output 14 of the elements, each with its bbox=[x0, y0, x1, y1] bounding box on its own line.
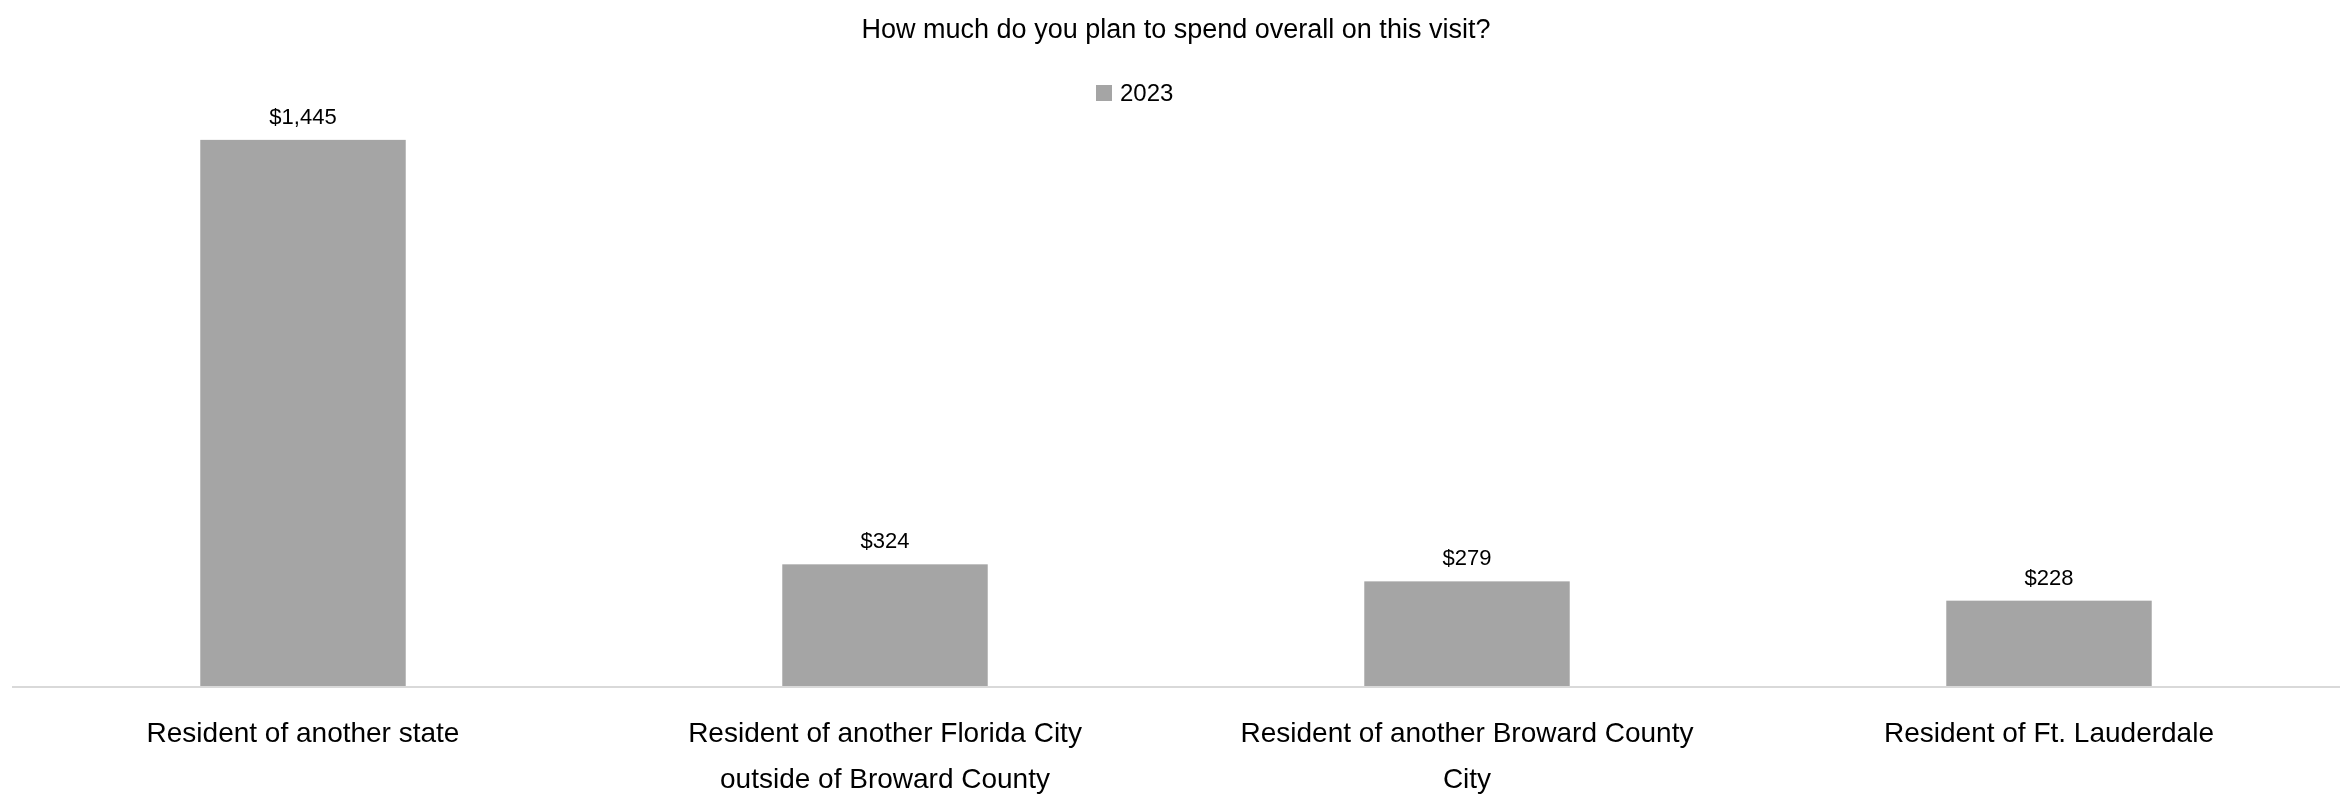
x-tick-label: Resident of another Broward County City bbox=[1240, 717, 1694, 794]
bar bbox=[782, 564, 988, 687]
bar bbox=[200, 139, 406, 687]
data-label: $324 bbox=[860, 528, 910, 554]
data-label: $1,445 bbox=[269, 103, 337, 129]
data-label: $228 bbox=[2024, 564, 2074, 590]
bar bbox=[1364, 581, 1570, 687]
x-tick-label: Resident of Ft. Lauderdale bbox=[1884, 717, 2214, 748]
chart-title: How much do you plan to spend overall on this visit? bbox=[861, 14, 1491, 44]
data-label: $279 bbox=[1442, 545, 1492, 571]
bar bbox=[1946, 600, 2152, 687]
x-tick-label: Resident of another Florida City outside of Broward County bbox=[688, 717, 1082, 794]
x-tick-label: Resident of another state bbox=[146, 717, 460, 748]
legend-label: 2023 bbox=[1120, 79, 1174, 106]
